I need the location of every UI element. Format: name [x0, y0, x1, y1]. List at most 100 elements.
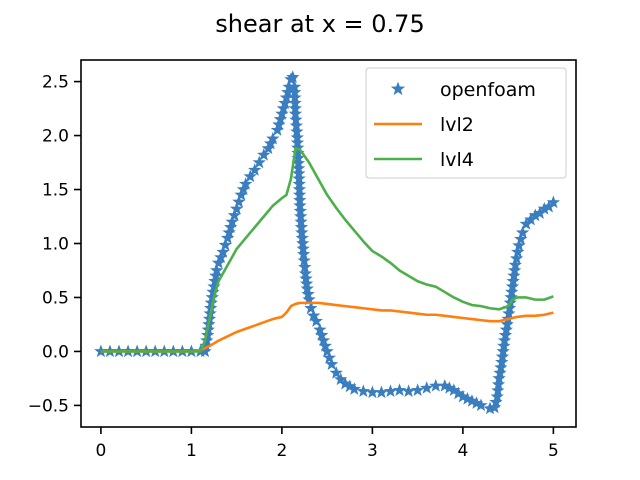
data-point [295, 231, 309, 244]
data-point [546, 195, 561, 209]
data-point [266, 131, 280, 145]
data-point [289, 112, 303, 126]
data-point [507, 268, 521, 282]
data-point [298, 266, 313, 280]
data-point [322, 350, 337, 364]
y-tick-label: 0.0 [42, 342, 69, 362]
data-point [302, 292, 316, 306]
data-point [229, 201, 244, 215]
legend-entry-lvl2: lvl2 [374, 114, 474, 136]
legend-entry-lvl4: lvl4 [374, 149, 474, 171]
data-point [451, 386, 466, 400]
series-lvl2 [100, 301, 554, 353]
data-point [309, 314, 323, 327]
data-point [542, 199, 556, 213]
series-line-lvl2 [100, 301, 554, 353]
data-point [506, 274, 520, 287]
data-point [295, 225, 309, 239]
data-point [306, 308, 321, 322]
series-openfoam [94, 70, 561, 415]
series-lvl4 [100, 147, 554, 353]
series-line-lvl4 [100, 147, 554, 353]
data-point [281, 85, 295, 99]
data-point [206, 285, 220, 298]
data-point [214, 250, 228, 264]
data-point [500, 317, 514, 331]
data-point [487, 400, 502, 414]
y-tick-label: 2.5 [42, 73, 69, 93]
data-point [489, 395, 503, 408]
data-point [211, 255, 226, 269]
data-point [508, 258, 523, 271]
data-point [497, 333, 512, 347]
data-point [537, 201, 551, 215]
data-point [294, 214, 308, 228]
data-point [497, 339, 511, 352]
data-point [498, 328, 513, 341]
data-point [232, 194, 246, 208]
data-point [301, 287, 315, 300]
data-point [483, 401, 497, 415]
data-point [204, 295, 218, 309]
data-point [316, 333, 331, 347]
data-point [410, 383, 425, 396]
data-point [334, 372, 348, 386]
y-tick-label: 0.5 [42, 288, 69, 308]
data-point [504, 290, 518, 304]
data-point [252, 155, 266, 169]
data-point [401, 384, 416, 398]
data-point [272, 117, 286, 131]
data-point [278, 96, 292, 109]
data-point [460, 391, 475, 405]
data-point [494, 360, 508, 374]
data-point [533, 206, 547, 219]
data-point [297, 253, 311, 267]
data-point [199, 339, 213, 352]
data-point [490, 389, 504, 403]
data-point [528, 208, 542, 222]
data-point [519, 217, 533, 230]
data-point [491, 377, 506, 391]
data-point [294, 209, 308, 223]
data-point [289, 118, 304, 132]
data-point [270, 123, 285, 136]
data-point [505, 285, 519, 298]
data-point [236, 182, 251, 196]
data-point [343, 379, 357, 393]
legend-swatch [390, 81, 406, 96]
data-point [392, 383, 407, 396]
data-point [429, 378, 443, 392]
data-point [220, 231, 235, 244]
data-point [318, 339, 332, 352]
data-point [456, 389, 470, 403]
data-point [200, 333, 214, 347]
data-point [320, 344, 334, 358]
data-point [495, 355, 509, 368]
data-point [207, 279, 221, 293]
data-point [293, 204, 308, 217]
data-point [293, 198, 307, 212]
data-point [239, 177, 253, 190]
axis-ticks: 0 1 2 3 4 5 −0.5 0.0 0.5 1.0 1.5 2.0 2.5 [28, 73, 559, 461]
y-tick-label: 2.0 [42, 127, 69, 147]
data-point [222, 225, 236, 239]
data-point [257, 147, 271, 161]
data-point [383, 384, 398, 398]
data-point [223, 220, 238, 233]
data-point [347, 382, 361, 395]
data-point [495, 349, 510, 363]
data-point [315, 328, 329, 341]
data-point [282, 79, 296, 93]
x-tick-label: 0 [95, 441, 106, 461]
data-point [234, 187, 248, 201]
data-point [507, 263, 522, 277]
data-point [205, 290, 219, 304]
data-point [502, 306, 516, 320]
data-point [512, 238, 526, 252]
data-point [299, 276, 314, 290]
data-point [514, 232, 528, 245]
plot-area [94, 70, 561, 415]
data-point [325, 357, 339, 371]
legend-label: openfoam [440, 79, 536, 101]
